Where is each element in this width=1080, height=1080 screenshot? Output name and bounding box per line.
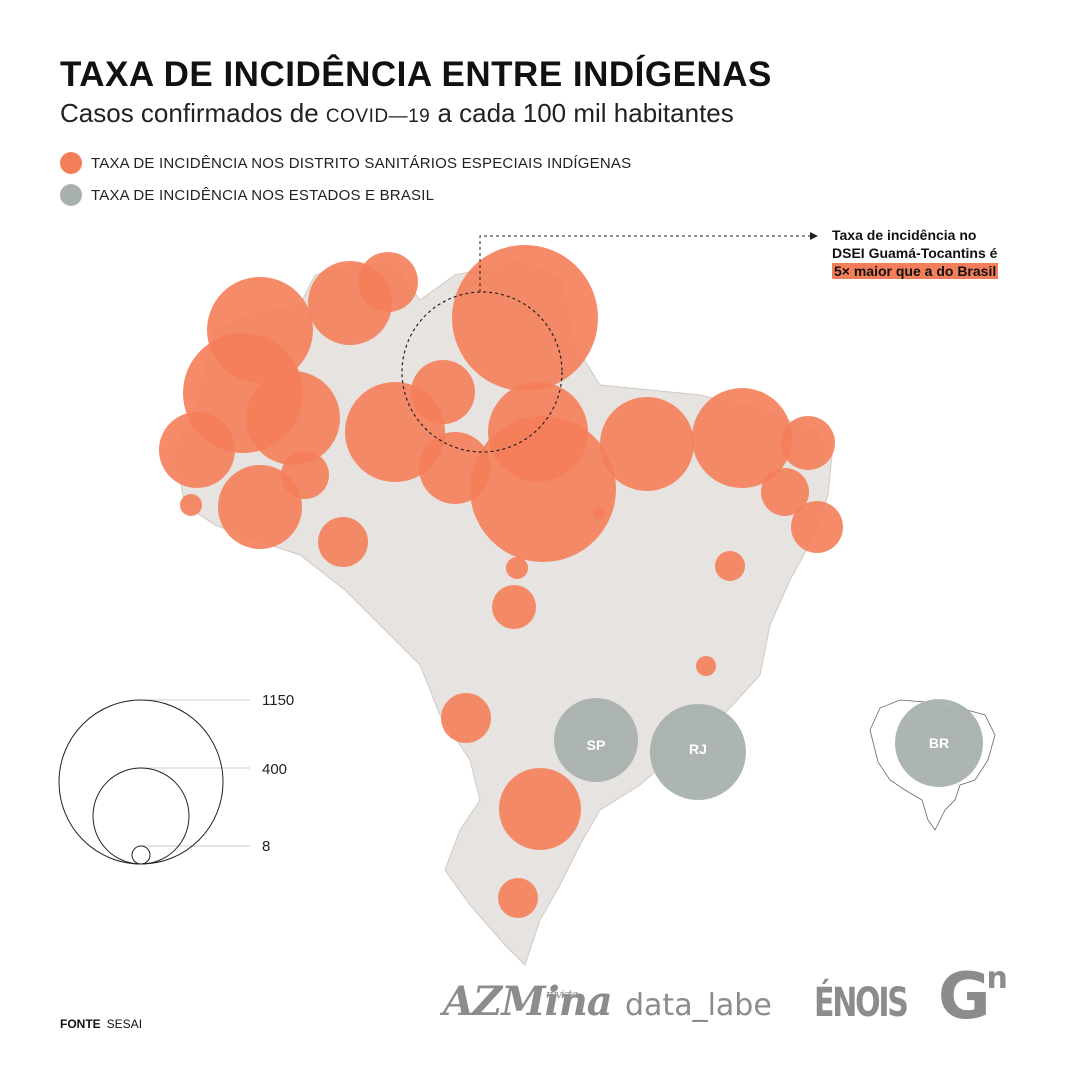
state-label-rj: RJ	[689, 741, 707, 757]
map-subtitle: Casos confirmados de COVID—19 a cada 100…	[60, 98, 734, 129]
dsei-bubble	[692, 388, 792, 488]
legend-states-label: TAXA DE INCIDÊNCIA NOS ESTADOS E BRASIL	[91, 186, 435, 204]
map-title: TAXA DE INCIDÊNCIA ENTRE INDÍGENAS	[60, 55, 772, 94]
dsei-bubble	[696, 656, 716, 676]
annotation-highlight: 5× maior que a do Brasil	[832, 263, 999, 279]
gn-logo-text: G	[938, 960, 991, 1034]
legend-states: TAXA DE INCIDÊNCIA NOS ESTADOS E BRASIL	[60, 184, 434, 206]
gn-logo-sup: n	[986, 960, 1008, 996]
source-value: SESAI	[106, 1017, 143, 1031]
dsei-bubble	[218, 465, 302, 549]
size-legend-circle-small	[131, 845, 151, 865]
state-bubble-sp	[554, 698, 638, 782]
annotation-line2: DSEI Guamá-Tocantins é	[832, 245, 998, 261]
dsei-bubble	[452, 245, 598, 391]
subtitle-disease: COVID—19	[325, 106, 431, 127]
dsei-bubbles	[159, 245, 843, 918]
legend-dsei: TAXA DE INCIDÊNCIA NOS DISTRITO SANITÁRI…	[60, 152, 631, 174]
size-legend: 1150 400 8	[58, 692, 294, 865]
size-legend-label: 400	[262, 761, 287, 778]
annotation-line1: Taxa de incidência no	[832, 227, 977, 243]
size-legend-circle-medium	[92, 767, 190, 865]
source: FONTE SESAI	[60, 1017, 142, 1031]
highlight-circle	[401, 291, 563, 453]
azmina-logo: AZMina revista	[443, 978, 613, 1025]
state-label-br: BR	[929, 735, 949, 751]
subtitle-suffix: a cada 100 mil habitantes	[430, 98, 734, 128]
annotation-leader	[479, 235, 812, 292]
state-bubbles: SP RJ BR	[554, 698, 983, 800]
azmina-logo-text: AZMina	[443, 978, 613, 1025]
annotation-arrow-icon	[810, 232, 818, 240]
state-bubble-br	[895, 699, 983, 787]
annotation: Taxa de incidência no DSEI Guamá-Tocanti…	[832, 226, 1052, 280]
dsei-bubble	[499, 768, 581, 850]
legend-dsei-swatch	[60, 152, 82, 174]
dsei-bubble	[246, 371, 340, 465]
dsei-bubble	[791, 501, 843, 553]
dsei-bubble	[781, 416, 835, 470]
azmina-logo-small: revista	[546, 988, 578, 1001]
dsei-bubble	[411, 360, 475, 424]
legend-states-swatch	[60, 184, 82, 206]
state-bubble-rj	[650, 704, 746, 800]
state-label-sp: SP	[587, 737, 606, 753]
dsei-bubble	[715, 551, 745, 581]
size-legend-label: 8	[262, 838, 270, 855]
dsei-bubble	[761, 468, 809, 516]
dsei-bubble	[358, 252, 418, 312]
dsei-bubble	[159, 412, 235, 488]
dsei-bubble	[470, 416, 616, 562]
dsei-bubble	[441, 693, 491, 743]
dsei-bubble	[492, 585, 536, 629]
subtitle-prefix: Casos confirmados de	[60, 98, 326, 128]
dsei-bubble	[498, 878, 538, 918]
dsei-bubble	[180, 494, 202, 516]
dsei-bubble	[506, 557, 528, 579]
gn-logo: Gn	[938, 960, 1012, 1034]
source-label: FONTE	[60, 1017, 101, 1031]
dsei-bubble	[593, 507, 605, 519]
legend-dsei-label: TAXA DE INCIDÊNCIA NOS DISTRITO SANITÁRI…	[91, 154, 632, 172]
size-legend-circle-large	[58, 699, 224, 865]
data-labe-logo: data_labe	[625, 988, 772, 1023]
size-legend-label: 1150	[262, 692, 294, 709]
dsei-bubble	[318, 517, 368, 567]
enois-logo: ÉNOIS	[814, 980, 909, 1026]
dsei-bubble	[600, 397, 694, 491]
